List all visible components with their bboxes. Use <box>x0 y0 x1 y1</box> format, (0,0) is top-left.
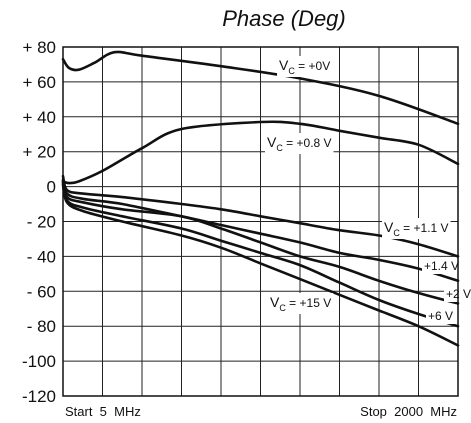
y-tick-label: + 80 <box>22 38 56 57</box>
series-label: VC = +0V <box>279 57 330 76</box>
series-line <box>61 178 460 283</box>
y-tick-label: + 40 <box>22 108 56 127</box>
series-line <box>61 181 460 328</box>
y-tick-label: + 20 <box>22 143 56 162</box>
series-line <box>61 183 460 347</box>
y-tick-label: - 20 <box>27 213 56 232</box>
y-tick-label: - 80 <box>27 317 56 336</box>
x-start-label: Start 5 MHz <box>65 404 141 419</box>
series-label-background <box>382 218 451 239</box>
y-tick-label: - 60 <box>27 282 56 301</box>
y-tick-label: -120 <box>22 387 56 406</box>
y-axis-ticks: + 80 + 60 + 40 + 20 0 - 20 - 40 - 60 - 80 -100 -12… <box>22 38 56 406</box>
plot-frame <box>62 46 459 397</box>
x-stop-label: Stop 2000 MHz <box>360 404 457 419</box>
series-label: +6 V <box>428 309 453 323</box>
y-tick-label: - 40 <box>27 247 56 266</box>
series-line <box>61 180 460 305</box>
series-label-background <box>265 133 334 154</box>
series-label: VC = +15 V <box>270 294 331 313</box>
series-line <box>61 50 460 126</box>
y-tick-label: -100 <box>22 352 56 371</box>
series-line <box>61 120 460 185</box>
chart-title: Phase (Deg) <box>222 6 346 31</box>
series-label: VC = +0.8 V <box>267 134 332 153</box>
curves <box>61 50 460 347</box>
series-label-background <box>426 308 456 324</box>
y-tick-label: + 60 <box>22 73 56 92</box>
series-label-background <box>268 293 334 314</box>
series-label: +1.4 V <box>424 259 459 273</box>
series-label-background <box>277 56 333 77</box>
series-label-background <box>422 258 462 274</box>
y-tick-label: 0 <box>47 178 56 197</box>
series-label: VC = +1.1 V <box>384 219 449 238</box>
